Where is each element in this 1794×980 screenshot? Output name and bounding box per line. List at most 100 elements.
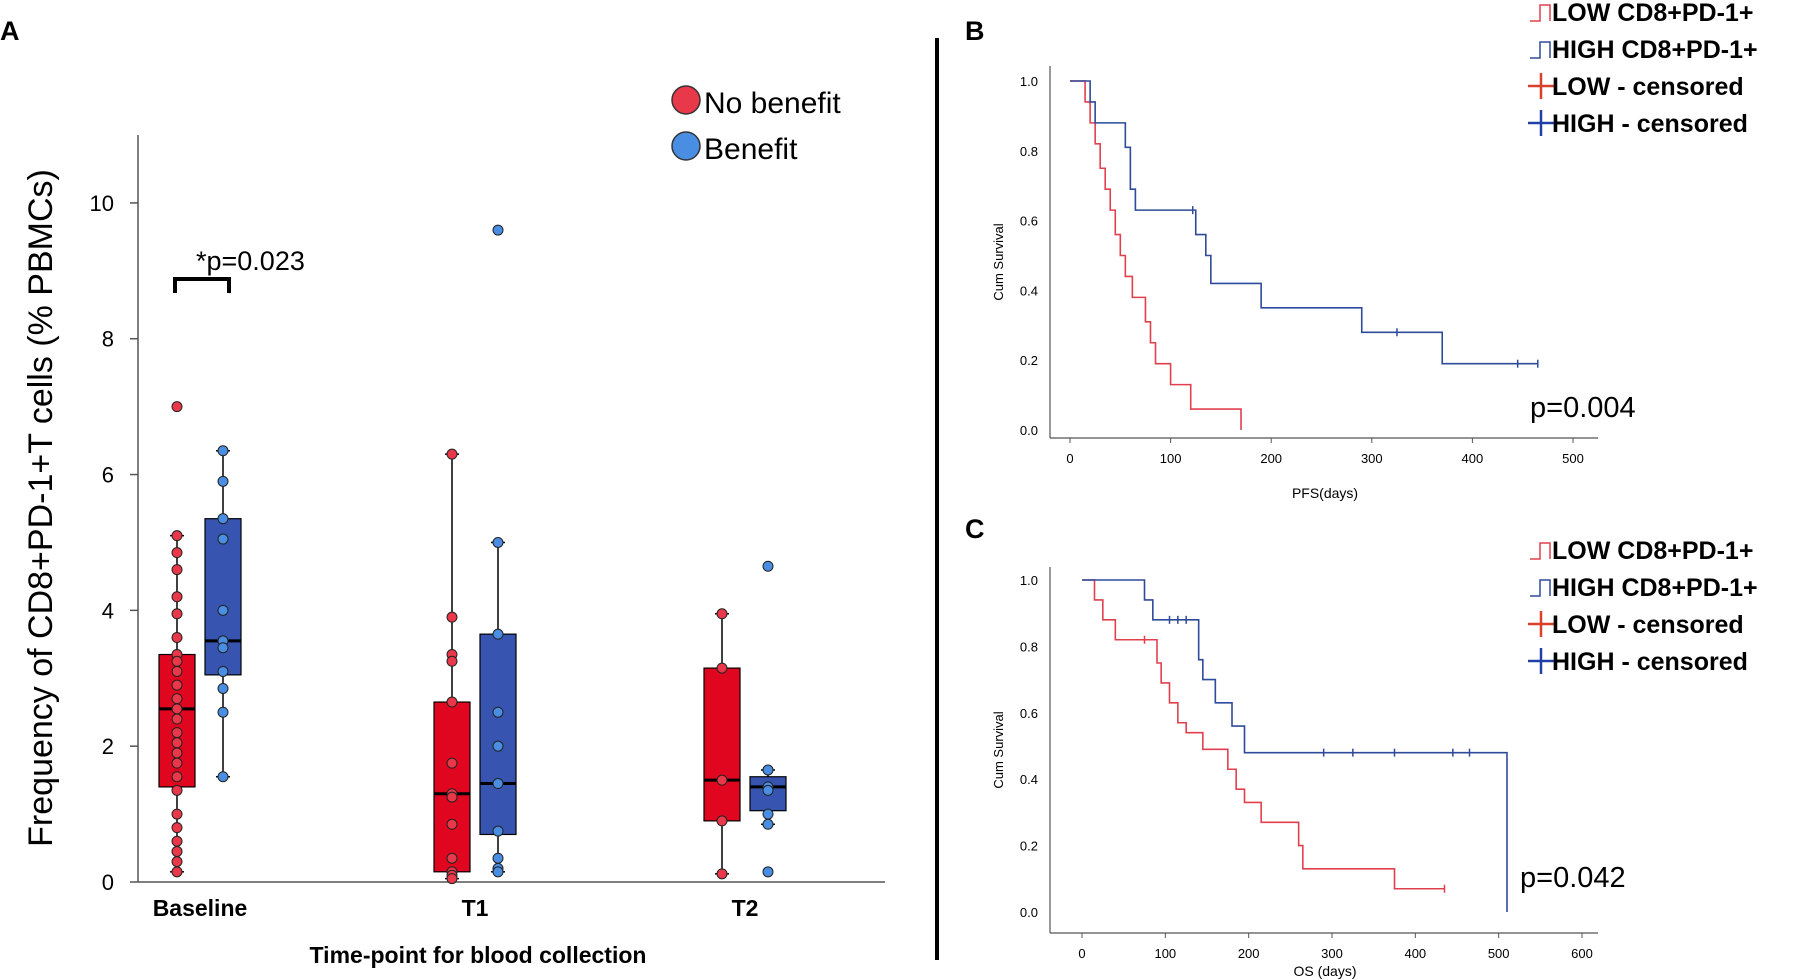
data-point xyxy=(171,655,183,667)
data-point xyxy=(217,682,229,694)
panel-a-ytick-label: 10 xyxy=(90,191,114,216)
data-point xyxy=(716,608,728,620)
data-point xyxy=(171,835,183,847)
data-point xyxy=(492,866,504,878)
panel-b-km-pfs: Cum Survival PFS(days) p=0.004 0.0 0.2 0.4… xyxy=(991,0,1758,501)
panel-a-xlabel: Time-point for blood collection xyxy=(310,942,647,968)
data-point xyxy=(171,856,183,868)
data-point xyxy=(716,774,728,786)
km-xtick-label: 300 xyxy=(1361,451,1383,466)
data-point xyxy=(492,778,504,790)
panel-b-letter: B xyxy=(965,16,985,46)
data-point xyxy=(716,868,728,880)
data-point xyxy=(492,852,504,864)
data-point xyxy=(171,703,183,715)
data-point xyxy=(446,696,458,708)
km-ytick-label: 0.2 xyxy=(1020,839,1038,854)
data-point xyxy=(217,642,229,654)
data-point xyxy=(217,533,229,545)
box-rect xyxy=(433,701,471,873)
km-curve-low xyxy=(1082,579,1445,890)
data-point xyxy=(492,740,504,752)
km-xtick-label: 300 xyxy=(1321,946,1343,961)
box-rect xyxy=(703,667,741,822)
km-ytick-label: 0.6 xyxy=(1020,706,1038,721)
panel-c-letter: C xyxy=(965,514,985,544)
km-xtick-label: 400 xyxy=(1462,451,1484,466)
legend-benefit-marker xyxy=(671,131,701,161)
data-point xyxy=(171,784,183,796)
km-legend-label: LOW CD8+PD-1+ xyxy=(1552,0,1753,27)
panel-b-xlabel: PFS(days) xyxy=(1292,485,1358,501)
data-point xyxy=(171,845,183,857)
data-point xyxy=(217,475,229,487)
data-point xyxy=(762,818,774,830)
km-legend-label: HIGH - censored xyxy=(1552,110,1748,138)
data-point xyxy=(762,808,774,820)
km-xtick-label: 200 xyxy=(1238,946,1260,961)
data-point xyxy=(446,873,458,885)
legend-no-benefit-label: No benefit xyxy=(704,87,841,120)
data-point xyxy=(171,727,183,739)
km-ytick-label: 0.6 xyxy=(1020,214,1038,229)
km-ytick-label: 0.0 xyxy=(1020,905,1038,920)
data-point xyxy=(762,784,774,796)
data-point xyxy=(217,665,229,677)
km-curve-high xyxy=(1082,579,1508,912)
km-xtick-label: 200 xyxy=(1260,451,1282,466)
data-point xyxy=(171,808,183,820)
data-point xyxy=(217,604,229,616)
data-point xyxy=(446,791,458,803)
data-point xyxy=(171,771,183,783)
data-point xyxy=(762,560,774,572)
data-point xyxy=(171,608,183,620)
data-point xyxy=(446,852,458,864)
panel-a-ytick-label: 0 xyxy=(102,870,114,895)
panel-a-ylabel: Frequency of CD8+PD-1+T cells (% PBMCs) xyxy=(22,169,60,847)
panel-a-xtick-label: T1 xyxy=(462,895,489,921)
data-point xyxy=(217,771,229,783)
km-xtick-label: 500 xyxy=(1562,451,1584,466)
data-point xyxy=(171,530,183,542)
km-legend-step-symbol xyxy=(1530,4,1551,22)
data-point xyxy=(492,706,504,718)
data-point xyxy=(171,547,183,559)
panel-a-xtick-label: Baseline xyxy=(153,895,248,921)
data-point xyxy=(446,655,458,667)
panel-b-ylabel: Cum Survival xyxy=(991,223,1006,300)
data-point xyxy=(171,401,183,413)
data-point xyxy=(171,737,183,749)
data-point xyxy=(716,662,728,674)
km-legend-label: LOW - censored xyxy=(1552,73,1744,101)
km-ytick-label: 0.0 xyxy=(1020,423,1038,438)
data-point xyxy=(171,747,183,759)
km-xtick-label: 600 xyxy=(1571,946,1593,961)
data-point xyxy=(716,815,728,827)
km-ytick-label: 0.2 xyxy=(1020,353,1038,368)
data-point xyxy=(217,513,229,525)
km-legend-label: HIGH CD8+PD-1+ xyxy=(1552,574,1758,602)
km-ytick-label: 1.0 xyxy=(1020,573,1038,588)
km-curve-high xyxy=(1070,80,1538,365)
km-xtick-label: 400 xyxy=(1404,946,1426,961)
km-ytick-label: 1.0 xyxy=(1020,74,1038,89)
data-point xyxy=(492,224,504,236)
panel-b-pvalue: p=0.004 xyxy=(1530,392,1636,424)
km-xtick-label: 100 xyxy=(1154,946,1176,961)
km-ytick-label: 0.8 xyxy=(1020,144,1038,159)
legend-no-benefit-marker xyxy=(671,85,701,115)
km-ytick-label: 0.4 xyxy=(1020,772,1038,787)
km-xtick-label: 0 xyxy=(1078,946,1085,961)
panel-a-ytick-label: 6 xyxy=(102,463,114,488)
panel-a-annotation: *p=0.023 xyxy=(196,246,305,276)
km-xtick-label: 500 xyxy=(1488,946,1510,961)
km-xtick-label: 0 xyxy=(1066,451,1073,466)
data-point xyxy=(217,445,229,457)
data-point xyxy=(492,825,504,837)
panel-a-letter: A xyxy=(0,16,20,46)
data-point xyxy=(171,822,183,834)
panel-c-pvalue: p=0.042 xyxy=(1520,862,1626,894)
data-point xyxy=(171,757,183,769)
panel-a-xtick-label: T2 xyxy=(732,895,759,921)
